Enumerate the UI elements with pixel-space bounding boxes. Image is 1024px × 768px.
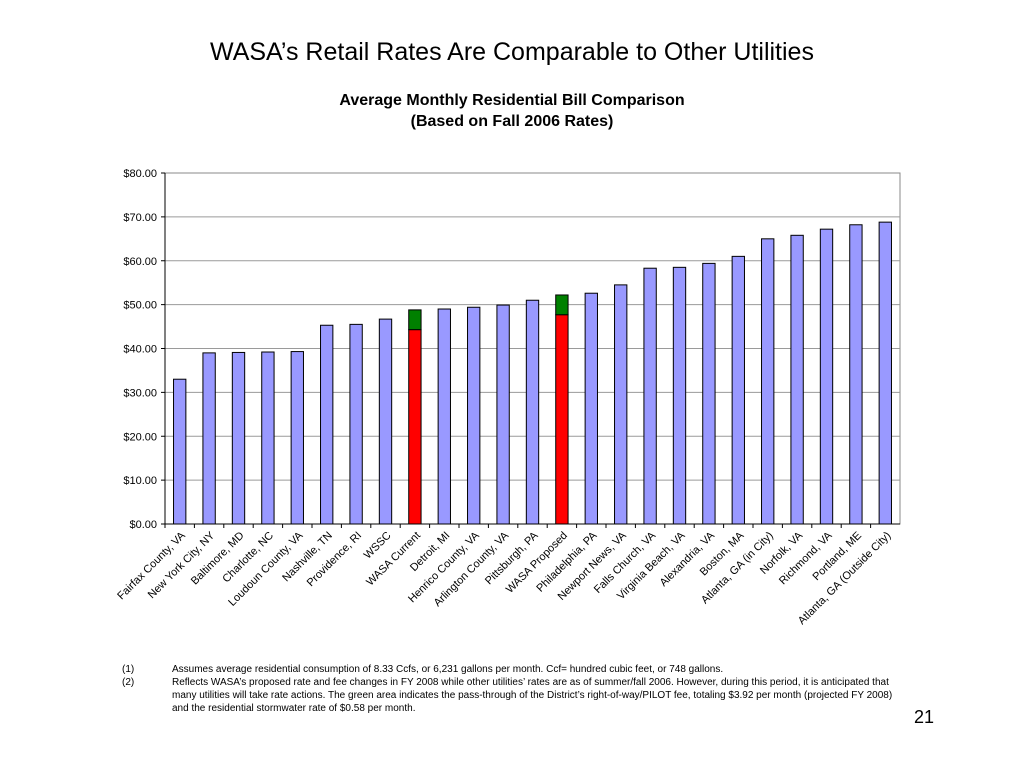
y-tick-label: $30.00 (123, 387, 157, 399)
bar-segment (731, 255, 745, 525)
bar-segment (643, 267, 657, 525)
bar-segment (761, 238, 775, 525)
bar-segment (231, 351, 246, 525)
bar-segment (525, 299, 540, 525)
y-tick-label: $0.00 (129, 519, 157, 531)
bar-segment (672, 266, 687, 525)
bar-segment (555, 314, 569, 525)
footnote-2: (2) Reflects WASA’s proposed rate and fe… (122, 676, 902, 715)
y-tick-label: $10.00 (123, 475, 157, 487)
chart-subtitle: (Based on Fall 2006 Rates) (410, 113, 614, 130)
y-tick-label: $60.00 (123, 256, 157, 268)
bar-segment (496, 304, 510, 525)
bar-segment (437, 308, 451, 525)
bar-chart: $0.00 $10.00 $20.00 $30.00 $40.00 $50.00 $60.0… (115, 168, 901, 627)
footnotes: (1) Assumes average residential consumpt… (122, 663, 902, 715)
bar-segment (320, 324, 334, 525)
bar-segment (702, 262, 716, 525)
x-tick-label: Providence, RI (305, 530, 365, 590)
footnote-1: (1) Assumes average residential consumpt… (122, 663, 902, 676)
y-tick-label: $20.00 (123, 431, 157, 443)
y-tick-label: $70.00 (123, 212, 157, 224)
bar-segment (584, 292, 598, 525)
bar-segment (290, 351, 304, 525)
bar-segment (878, 221, 892, 525)
bar-segment (790, 234, 804, 525)
footnote-1-text: Assumes average residential consumption … (172, 664, 724, 675)
bar-segment (378, 318, 393, 525)
y-tick-label: $80.00 (123, 168, 157, 180)
y-tick-label: $40.00 (123, 344, 157, 356)
footnote-2-text: Reflects WASA’s proposed rate and fee ch… (172, 677, 893, 714)
chart-title: Average Monthly Residential Bill Compari… (339, 92, 685, 109)
bar-segment (349, 323, 363, 525)
bar-segment (408, 309, 422, 331)
bar-segment (467, 306, 481, 525)
footnote-2-number: (2) (122, 677, 135, 688)
bar-segment (261, 351, 275, 525)
footnote-1-number: (1) (122, 664, 135, 675)
bar-segment (408, 329, 422, 525)
bar-segment (614, 284, 628, 525)
page-number: 21 (913, 707, 934, 727)
bar-segment (173, 378, 187, 525)
bar-segment (202, 352, 216, 525)
bar-segment (819, 228, 834, 525)
bar-segment (849, 224, 863, 525)
bar-segment (555, 294, 569, 316)
y-tick-label: $50.00 (123, 300, 157, 312)
chart-title-block: Average Monthly Residential Bill Compari… (0, 90, 1024, 132)
slide-title: WASA’s Retail Rates Are Comparable to Ot… (210, 38, 814, 66)
